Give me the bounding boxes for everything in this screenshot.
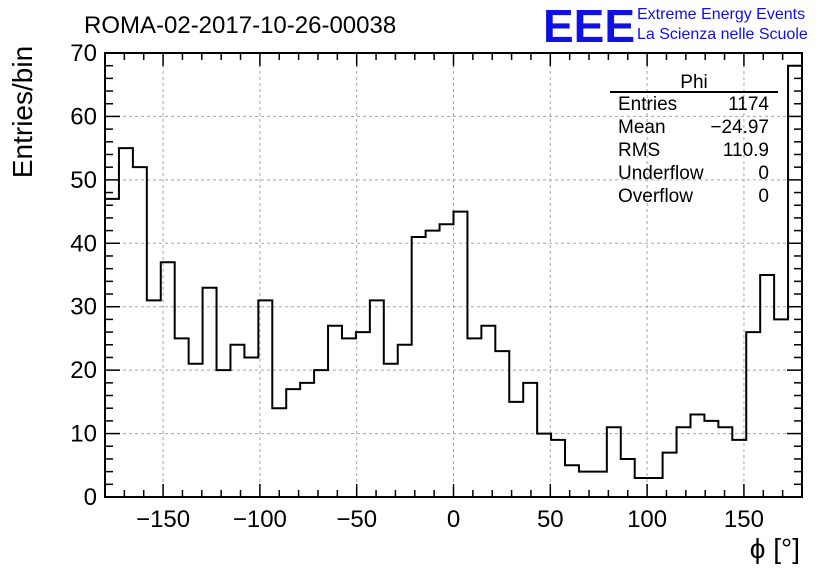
logo-line-1: Extreme Energy Events — [637, 6, 805, 23]
logo-line-2: La Scienza nelle Scuole — [637, 26, 808, 43]
stats-row-label: Mean — [618, 117, 666, 138]
y-tick-label: 0 — [84, 484, 97, 511]
y-axis-label: Entries/bin — [7, 46, 38, 178]
y-tick-label: 20 — [70, 357, 97, 384]
stats-title: Phi — [680, 72, 707, 93]
y-tick-label: 40 — [70, 230, 97, 257]
chart-title: ROMA-02-2017-10-26-00038 — [84, 12, 396, 39]
stats-row-value: 0 — [758, 163, 769, 184]
stats-row-value: −24.97 — [710, 117, 769, 138]
stats-row-label: Underflow — [618, 163, 704, 184]
x-tick-label: 100 — [627, 506, 667, 533]
logo-mark: EEE — [543, 0, 635, 52]
y-tick-label: 30 — [70, 294, 97, 321]
stats-box: Phi Entries 1174 Mean −24.97 RMS 110.9 Underfl… — [610, 72, 778, 207]
stats-row-label: RMS — [618, 140, 660, 161]
histogram-series — [105, 64, 802, 479]
x-axis-label: ϕ [°] — [750, 533, 800, 564]
y-tick-label: 10 — [70, 421, 97, 448]
stats-row-value: 1174 — [728, 94, 769, 115]
stats-row-value: 110.9 — [723, 140, 769, 161]
x-tick-label: −150 — [136, 506, 190, 533]
y-tick-label: 70 — [70, 40, 97, 67]
stats-row-label: Overflow — [618, 186, 693, 207]
x-tick-label: −100 — [233, 506, 287, 533]
y-tick-label: 60 — [70, 103, 97, 130]
x-tick-label: 50 — [537, 506, 564, 533]
x-tick-label: 150 — [724, 506, 764, 533]
stats-row-value: 0 — [758, 186, 769, 207]
y-tick-label: 50 — [70, 167, 97, 194]
stats-row-label: Entries — [618, 94, 677, 115]
stats-rows: Entries 1174 Mean −24.97 RMS 110.9 Underflow 0 O… — [618, 94, 769, 207]
grid-lines — [105, 53, 802, 497]
tick-labels: −150 −100 −50 0 50 100 150 0 10 20 30 40 50 60 70 — [70, 40, 764, 533]
eee-logo: EEE Extreme Energy Events La Scienza nel… — [543, 0, 808, 52]
axis-ticks — [104, 52, 803, 498]
x-tick-label: −50 — [336, 506, 377, 533]
x-tick-label: 0 — [447, 506, 460, 533]
